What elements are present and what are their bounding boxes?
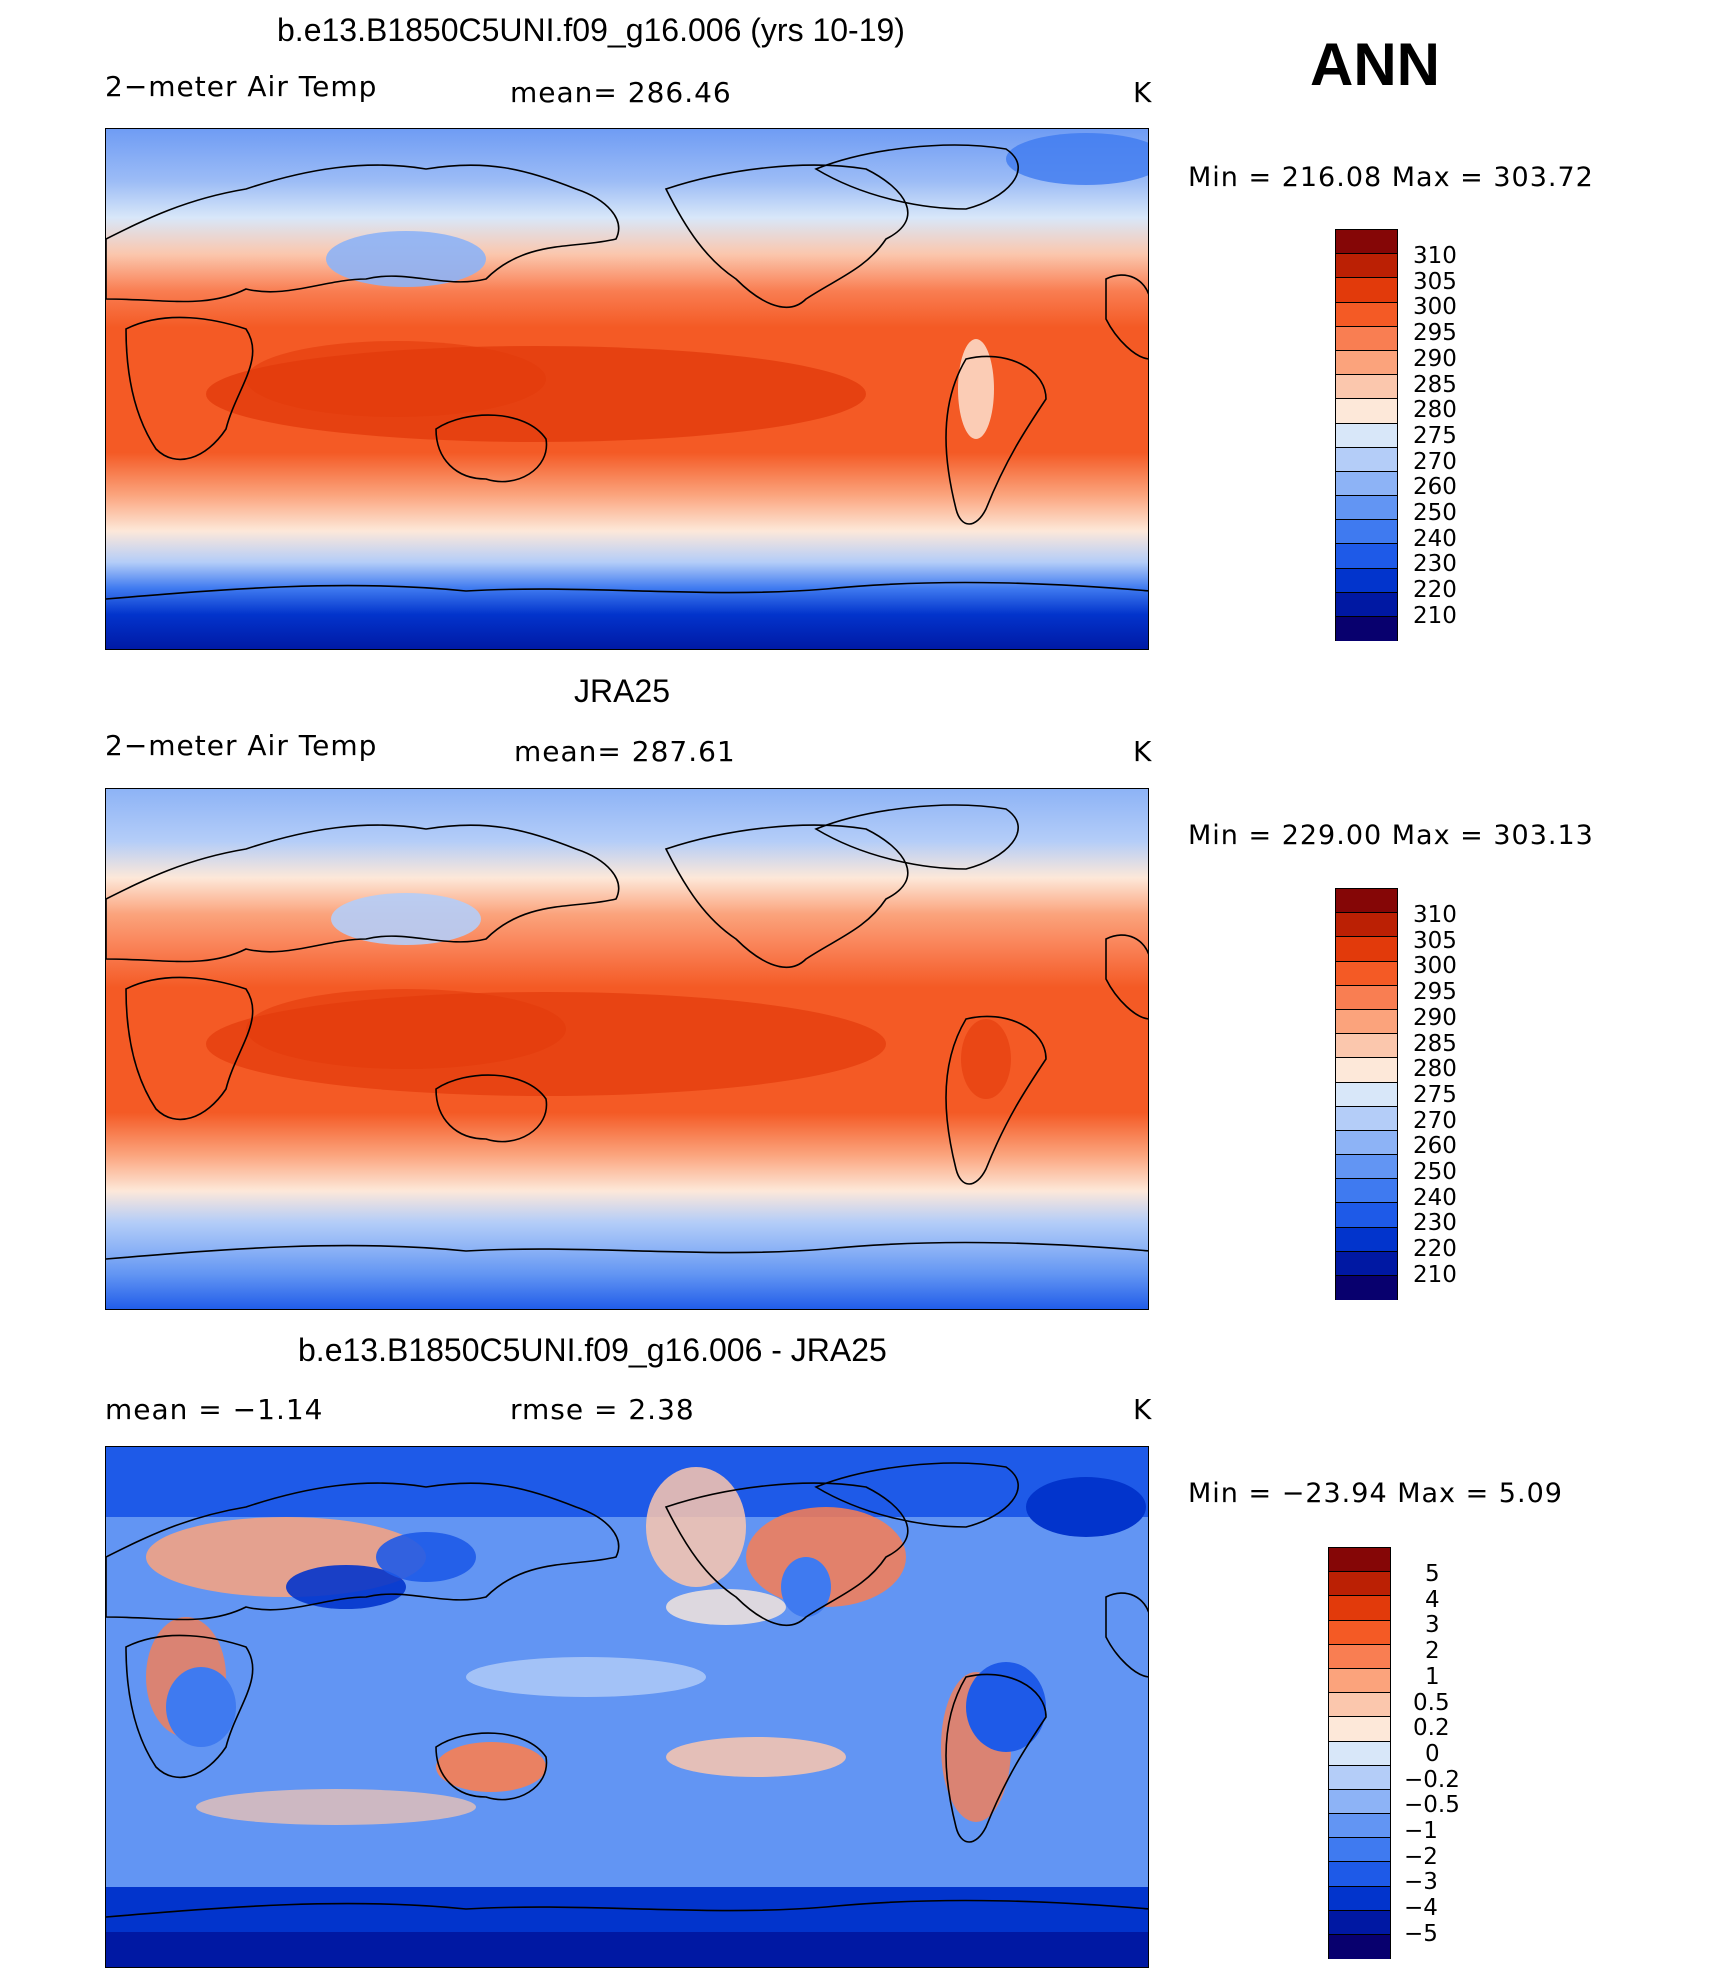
panel-2-colorbar-tick: 300 — [1413, 953, 1457, 979]
panel-3-mean-label: mean = −1.14 — [105, 1393, 324, 1426]
panel-3-colorbar-tick: 0 — [1425, 1741, 1440, 1767]
panel-2-title: JRA25 — [574, 673, 671, 709]
panel-3-colorbar-tick: −0.2 — [1404, 1767, 1460, 1793]
panel-1-colorbar-tick: 260 — [1413, 474, 1457, 500]
panel-3-colorbar-tick: −2 — [1404, 1844, 1438, 1870]
panel-1-colorbar-tick: 300 — [1413, 294, 1457, 320]
panel-3-colorbar-tick: −5 — [1404, 1921, 1438, 1947]
panel-3-colorbar-tick: 0.5 — [1413, 1690, 1450, 1716]
panel-1-colorbar-tick: 210 — [1413, 603, 1457, 629]
panel-1-colorbar-tick: 310 — [1413, 243, 1457, 269]
panel-3-colorbar-tick: 4 — [1425, 1587, 1440, 1613]
panel-1-colorbar-tick: 275 — [1413, 423, 1457, 449]
panel-1-units-label: K — [1133, 76, 1153, 109]
panel-2-variable-label: 2−meter Air Temp — [105, 729, 378, 762]
panel-3-colorbar-tick: −3 — [1404, 1869, 1438, 1895]
panel-1-colorbar-tick: 220 — [1413, 577, 1457, 603]
panel-1-colorbar-tick: 270 — [1413, 449, 1457, 475]
panel-2-colorbar-tick: 290 — [1413, 1005, 1457, 1031]
panel-2-colorbar-tick: 270 — [1413, 1108, 1457, 1134]
panel-1-map — [105, 128, 1149, 650]
panel-3-minmax-label: Min = −23.94 Max = 5.09 — [1188, 1478, 1563, 1509]
panel-3-colorbar-tick: −4 — [1404, 1895, 1438, 1921]
season-label: ANN — [1310, 31, 1440, 98]
panel-2-colorbar-tick: 310 — [1413, 902, 1457, 928]
panel-1-colorbar-tick: 280 — [1413, 397, 1457, 423]
panel-1-variable-label: 2−meter Air Temp — [105, 70, 378, 103]
panel-1-colorbar-tick: 290 — [1413, 346, 1457, 372]
panel-2-colorbar-tick: 305 — [1413, 928, 1457, 954]
panel-3-colorbar-tick: 0.2 — [1413, 1715, 1450, 1741]
panel-3-units-label: K — [1133, 1393, 1153, 1426]
panel-1-title: b.e13.B1850C5UNI.f09_g16.006 (yrs 10-19) — [277, 12, 905, 48]
panel-2-colorbar-tick: 295 — [1413, 979, 1457, 1005]
panel-3-colorbar-tick: 2 — [1425, 1638, 1440, 1664]
panel-1-colorbar-tick: 250 — [1413, 500, 1457, 526]
panel-3-colorbar-tick: 1 — [1425, 1664, 1440, 1690]
panel-2-colorbar-tick: 250 — [1413, 1159, 1457, 1185]
panel-2-colorbar-tick: 280 — [1413, 1056, 1457, 1082]
panel-2-colorbar-tick: 275 — [1413, 1082, 1457, 1108]
panel-2-colorbar-tick: 220 — [1413, 1236, 1457, 1262]
panel-2-map — [105, 788, 1149, 1310]
panel-2-colorbar — [1335, 888, 1398, 1301]
panel-2-colorbar-tick: 230 — [1413, 1210, 1457, 1236]
panel-3-colorbar — [1328, 1547, 1391, 1960]
panel-1-mean-label: mean= 286.46 — [510, 76, 732, 109]
panel-1-colorbar-tick: 230 — [1413, 551, 1457, 577]
panel-1-colorbar — [1335, 229, 1398, 642]
panel-2-colorbar-tick: 240 — [1413, 1185, 1457, 1211]
panel-1-minmax-label: Min = 216.08 Max = 303.72 — [1188, 162, 1594, 193]
panel-1-colorbar-tick: 295 — [1413, 320, 1457, 346]
panel-3-colorbar-tick: 5 — [1425, 1561, 1440, 1587]
panel-3-colorbar-tick: −0.5 — [1404, 1792, 1460, 1818]
panel-1-colorbar-tick: 285 — [1413, 372, 1457, 398]
panel-3-colorbar-tick: 3 — [1425, 1612, 1440, 1638]
panel-1-colorbar-tick: 305 — [1413, 269, 1457, 295]
panel-1-colorbar-tick: 240 — [1413, 526, 1457, 552]
panel-2-colorbar-tick: 260 — [1413, 1133, 1457, 1159]
panel-3-title: b.e13.B1850C5UNI.f09_g16.006 - JRA25 — [298, 1332, 887, 1368]
panel-3-colorbar-tick: −1 — [1404, 1818, 1438, 1844]
panel-2-colorbar-tick: 285 — [1413, 1031, 1457, 1057]
panel-3-map — [105, 1446, 1149, 1968]
panel-2-colorbar-tick: 210 — [1413, 1262, 1457, 1288]
panel-3-rmse-label: rmse = 2.38 — [510, 1393, 695, 1426]
panel-2-units-label: K — [1133, 735, 1153, 768]
panel-2-minmax-label: Min = 229.00 Max = 303.13 — [1188, 820, 1594, 851]
panel-2-mean-label: mean= 287.61 — [514, 735, 736, 768]
